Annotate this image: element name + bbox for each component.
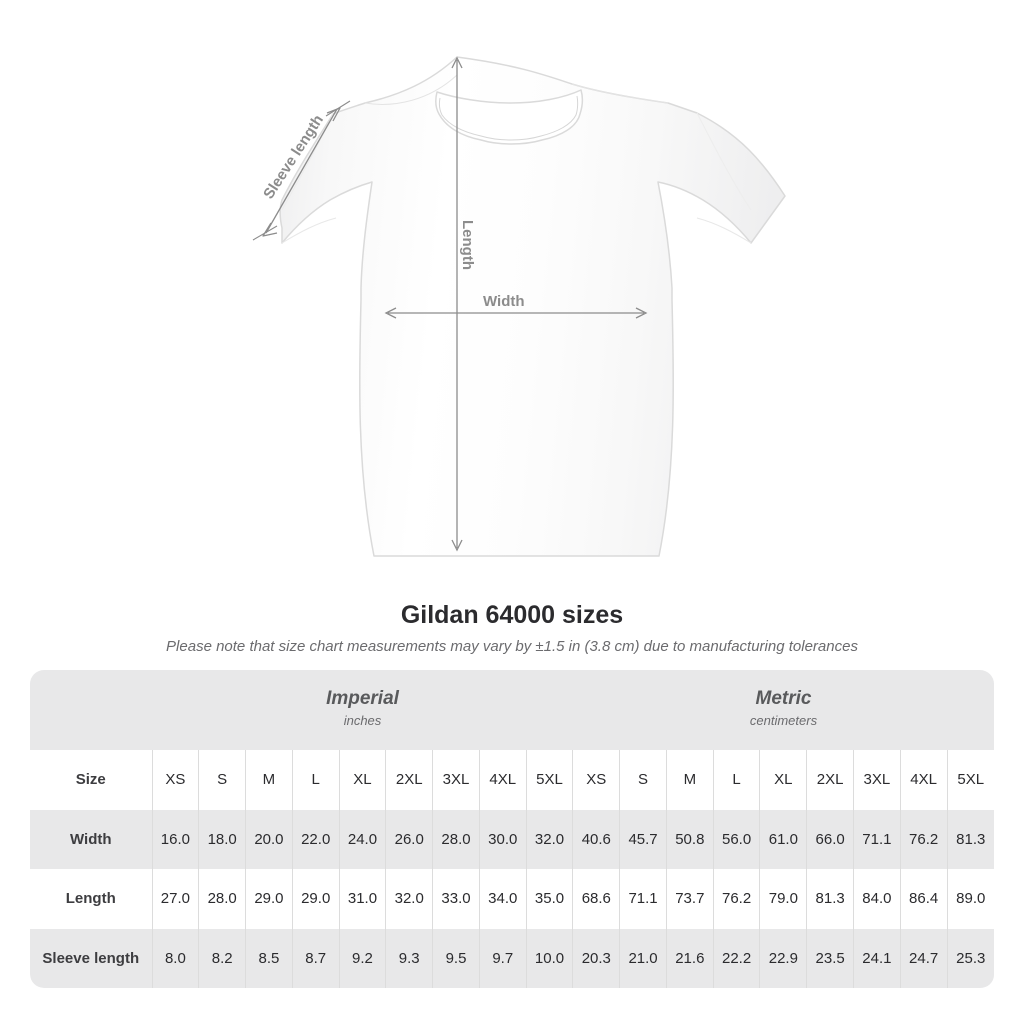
svg-text:Width: Width [483, 293, 525, 310]
svg-text:Length: Length [459, 220, 476, 270]
